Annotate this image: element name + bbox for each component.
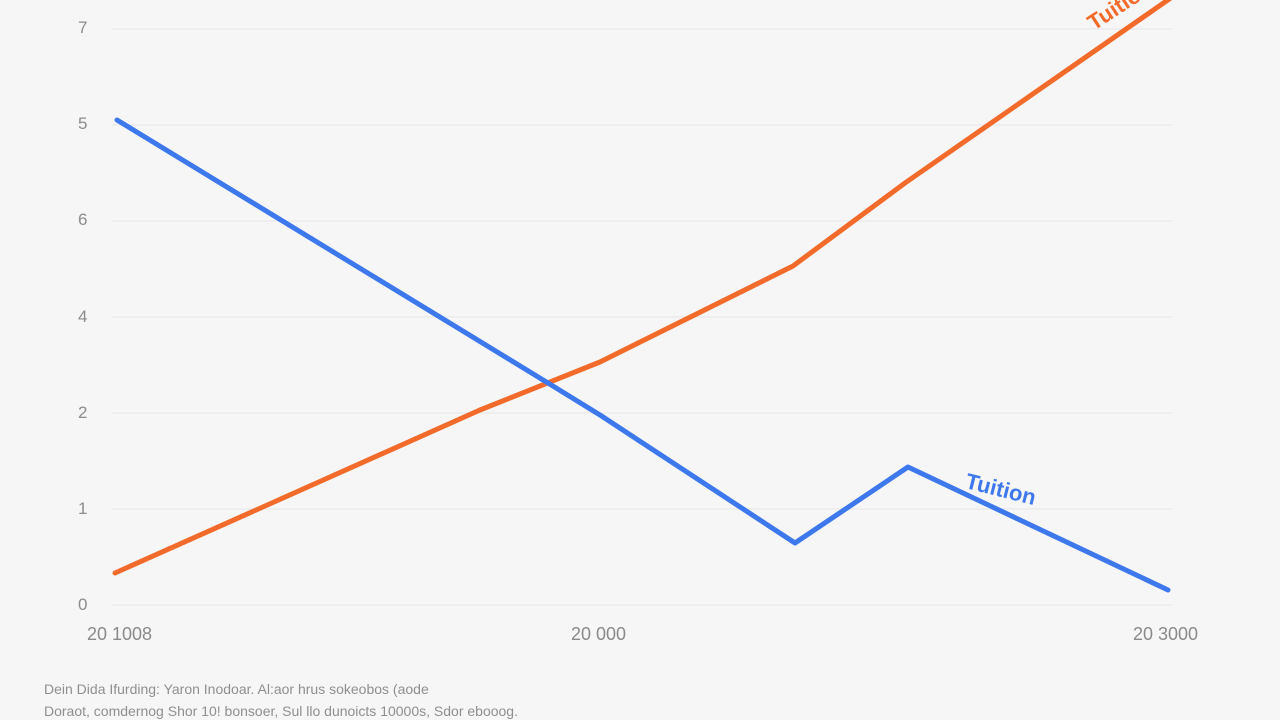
y-tick-label: 0 bbox=[78, 595, 88, 614]
footnote-line-1: Dein Dida Ifurding: Yaron Inodoar. Al:ao… bbox=[44, 681, 429, 697]
x-tick-label: 20 3000 bbox=[1133, 624, 1199, 644]
y-tick-label: 6 bbox=[78, 210, 88, 229]
y-tick-label: 5 bbox=[78, 114, 88, 133]
series-blue-line bbox=[114, 117, 1171, 593]
chart-footnote: Dein Dida Ifurding: Yaron Inodoar. Al:ao… bbox=[44, 678, 518, 720]
footnote-line-2: Doraot, comdernog Shor 10! bonsoer, Sul … bbox=[44, 703, 518, 719]
x-tick-label: 20 000 bbox=[571, 624, 627, 644]
x-tick-label: 20 1008 bbox=[87, 624, 153, 644]
series-orange-line bbox=[112, 0, 1173, 576]
y-tick-label: 1 bbox=[78, 499, 88, 518]
y-tick-label: 7 bbox=[78, 18, 88, 37]
y-tick-label: 2 bbox=[78, 403, 88, 422]
y-tick-label: 4 bbox=[78, 307, 88, 326]
gridlines bbox=[112, 28, 1172, 606]
